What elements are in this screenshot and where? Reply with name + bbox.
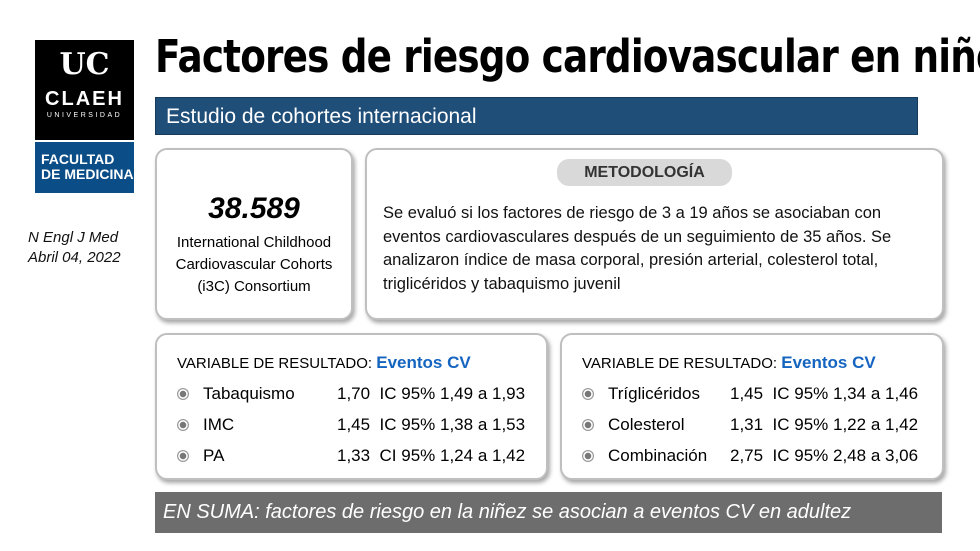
citation-journal: N Engl J Med bbox=[28, 229, 119, 246]
risk-factor: IMC bbox=[203, 415, 235, 434]
result-row: Colesterol 1,31 IC 95% 1,22 a 1,42 bbox=[582, 410, 918, 440]
methodology-label: METODOLOGÍA bbox=[557, 159, 732, 186]
claeh-logo: UC CLAEH UNIVERSIDAD bbox=[35, 40, 134, 140]
citation-date: Abril 04, 2022 bbox=[28, 249, 121, 266]
bullet-icon bbox=[582, 388, 594, 400]
bullet-icon bbox=[177, 450, 189, 462]
bullet-icon bbox=[177, 419, 189, 431]
logo-name: CLAEH bbox=[45, 88, 124, 110]
risk-factor: Combinación bbox=[608, 446, 708, 465]
methodology-card: METODOLOGÍA Se evaluó si los factores de… bbox=[365, 148, 944, 320]
hazard-ratio: 1,33 CI 95% 1,24 a 1,42 bbox=[337, 446, 526, 465]
slide-title: Factores de riesgo cardiovascular en niñ… bbox=[155, 30, 980, 83]
faculty-line2: DE MEDICINA bbox=[41, 166, 134, 182]
cohort-card: 38.589 International Childhood Cardiovas… bbox=[155, 148, 353, 320]
results-card-1: VARIABLE DE RESULTADO: Eventos CV Tabaqu… bbox=[155, 333, 548, 480]
result-row: Tabaquismo 1,70 IC 95% 1,49 a 1,93 bbox=[177, 379, 525, 409]
risk-factor: Tabaquismo bbox=[203, 384, 295, 403]
bullet-icon bbox=[582, 450, 594, 462]
risk-factor: Colesterol bbox=[608, 415, 685, 434]
hazard-ratio: 1,31 IC 95% 1,22 a 1,42 bbox=[730, 415, 919, 434]
bullet-icon bbox=[177, 388, 189, 400]
results-header: VARIABLE DE RESULTADO: Eventos CV bbox=[582, 353, 876, 372]
cohort-line: International Childhood bbox=[176, 234, 332, 251]
logo-sub: UNIVERSIDAD bbox=[46, 112, 123, 119]
cohort-line: (i3C) Consortium bbox=[197, 278, 311, 295]
hazard-ratio: 1,45 IC 95% 1,38 a 1,53 bbox=[337, 415, 526, 434]
result-row: Tríglicéridos 1,45 IC 95% 1,34 a 1,46 bbox=[582, 379, 918, 409]
outcome-label: Eventos CV bbox=[376, 353, 471, 372]
faculty-logo: FACULTAD DE MEDICINA bbox=[35, 142, 134, 193]
result-row: IMC 1,45 IC 95% 1,38 a 1,53 bbox=[177, 410, 525, 440]
risk-factor: PA bbox=[203, 446, 225, 465]
result-row: PA 1,33 CI 95% 1,24 a 1,42 bbox=[177, 441, 525, 471]
results-card-2: VARIABLE DE RESULTADO: Eventos CV Trígli… bbox=[560, 333, 944, 480]
hazard-ratio: 1,45 IC 95% 1,34 a 1,46 bbox=[730, 384, 919, 403]
subtitle-bar: Estudio de cohortes internacional bbox=[155, 97, 918, 135]
outcome-label: Eventos CV bbox=[781, 353, 876, 372]
citation: N Engl J Med Abril 04, 2022 bbox=[28, 228, 153, 268]
results-header: VARIABLE DE RESULTADO: Eventos CV bbox=[177, 353, 471, 372]
hazard-ratio: 1,70 IC 95% 1,49 a 1,93 bbox=[337, 384, 526, 403]
faculty-line1: FACULTAD bbox=[41, 151, 115, 167]
result-row: Combinación 2,75 IC 95% 2,48 a 3,06 bbox=[582, 441, 918, 471]
methodology-text: Se evaluó si los factores de riesgo de 3… bbox=[383, 204, 892, 293]
risk-factor: Tríglicéridos bbox=[608, 384, 700, 403]
summary-bar: EN SUMA: factores de riesgo en la niñez … bbox=[155, 492, 942, 533]
uc-logo-mark: UC bbox=[59, 47, 110, 82]
cohort-count: 38.589 bbox=[208, 192, 300, 225]
cohort-description: International Childhood Cardiovascular C… bbox=[157, 232, 351, 298]
bullet-icon bbox=[582, 419, 594, 431]
hazard-ratio: 2,75 IC 95% 2,48 a 3,06 bbox=[730, 446, 919, 465]
cohort-line: Cardiovascular Cohorts bbox=[175, 256, 333, 273]
